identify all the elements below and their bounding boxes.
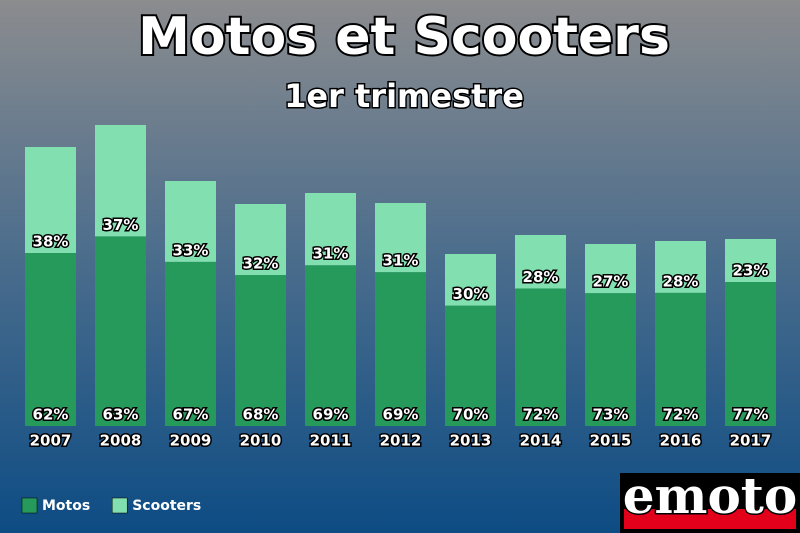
value-label: 69% (383, 406, 419, 424)
bar-segment (375, 272, 426, 426)
bar-segment (305, 193, 356, 266)
bar-segment (445, 305, 496, 426)
value-label: 38% (33, 233, 69, 251)
bar-segment (25, 253, 76, 426)
value-label: 32% (243, 255, 279, 273)
value-label: 77% (733, 406, 769, 424)
x-tick-label: 2009 (170, 432, 212, 450)
bar-segment (375, 203, 426, 273)
value-label: 69% (313, 406, 349, 424)
logo: emoto (620, 465, 800, 533)
value-label: 63% (103, 406, 139, 424)
legend-label: Scooters (132, 498, 201, 514)
x-tick-label: 2015 (590, 432, 632, 450)
x-tick-label: 2007 (30, 432, 72, 450)
bar-segment (585, 244, 636, 294)
value-label: 23% (733, 262, 769, 280)
logo-band (624, 509, 796, 529)
value-label: 73% (593, 406, 629, 424)
bar-segment (95, 236, 146, 426)
x-tick-label: 2012 (380, 432, 422, 450)
value-label: 37% (103, 216, 139, 234)
bar-segment (585, 293, 636, 426)
value-label: 27% (593, 273, 629, 291)
bar-segment (725, 239, 776, 283)
x-tick-label: 2011 (310, 432, 352, 450)
legend-swatch (111, 497, 128, 514)
legend-swatch (21, 497, 38, 514)
chart-subtitle: 1er trimestre (284, 77, 524, 115)
bar-segment (165, 181, 216, 262)
chart-title: Motos et Scooters (138, 7, 670, 67)
bar-segment (655, 292, 706, 426)
value-label: 72% (523, 406, 559, 424)
bar-segment (515, 235, 566, 289)
bar-segment (655, 241, 706, 293)
x-tick-label: 2016 (660, 432, 702, 450)
value-label: 28% (663, 272, 699, 290)
bar-segment (165, 261, 216, 426)
x-tick-label: 2014 (520, 432, 562, 450)
bar-segment (515, 288, 566, 426)
value-label: 67% (173, 406, 209, 424)
bar-segment (235, 204, 286, 276)
x-tick-label: 2017 (730, 432, 772, 450)
x-tick-label: 2008 (100, 432, 142, 450)
bar-segment (235, 275, 286, 426)
value-label: 31% (313, 245, 349, 263)
legend-label: Motos (42, 498, 90, 514)
x-tick-label: 2010 (240, 432, 282, 450)
value-label: 70% (453, 406, 489, 424)
bar-segment (95, 125, 146, 237)
bar-segment (305, 265, 356, 426)
value-label: 31% (383, 252, 419, 270)
value-label: 72% (663, 406, 699, 424)
value-label: 30% (453, 285, 489, 303)
bar-segment (725, 282, 776, 426)
bar-segment (25, 147, 76, 254)
value-label: 62% (33, 406, 69, 424)
x-tick-label: 2013 (450, 432, 492, 450)
value-label: 28% (523, 268, 559, 286)
logo-text: emoto (623, 466, 798, 525)
value-label: 33% (173, 241, 209, 259)
bar-segment (445, 254, 496, 306)
value-label: 68% (243, 406, 279, 424)
